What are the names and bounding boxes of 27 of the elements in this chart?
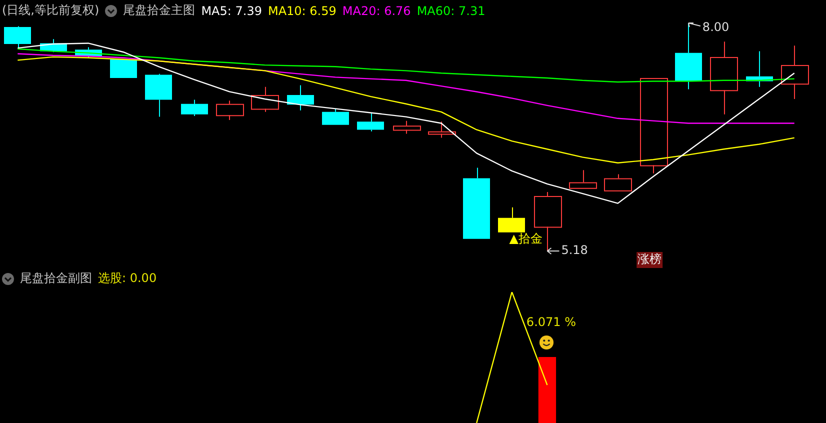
annotation: 8.00 [702,20,730,34]
text: MA10: 6.59 [268,4,336,18]
chart-subtitle: 尾盘拾金主图 [123,2,196,19]
candlestick [428,121,456,138]
candlestick [145,73,172,118]
data-label: 6.071 % [526,315,576,330]
candlestick [287,84,314,111]
text: 涨榜 [638,252,662,266]
candlestick [675,22,702,90]
candlestick [781,45,809,100]
candlestick [216,100,244,121]
text: MA60: 7.31 [416,4,486,18]
annotation: ▲拾金 [509,232,543,246]
chart-title: 尾盘拾金副图 [20,270,92,287]
candlestick [181,99,208,116]
text: MA5: 7.39 [201,4,262,18]
chart-title: (日线,等比前复权) [2,2,100,19]
candlestick [251,86,279,112]
candlestick [569,170,597,189]
candlestick [357,112,384,132]
candlestick [604,174,632,192]
text: MA20: 6.76 [342,4,411,18]
text: 选股: 0.00 [98,270,157,287]
candlestick [498,206,525,232]
candlestick [710,41,738,115]
annotation: 5.18 [561,243,588,258]
candlestick [463,167,490,239]
